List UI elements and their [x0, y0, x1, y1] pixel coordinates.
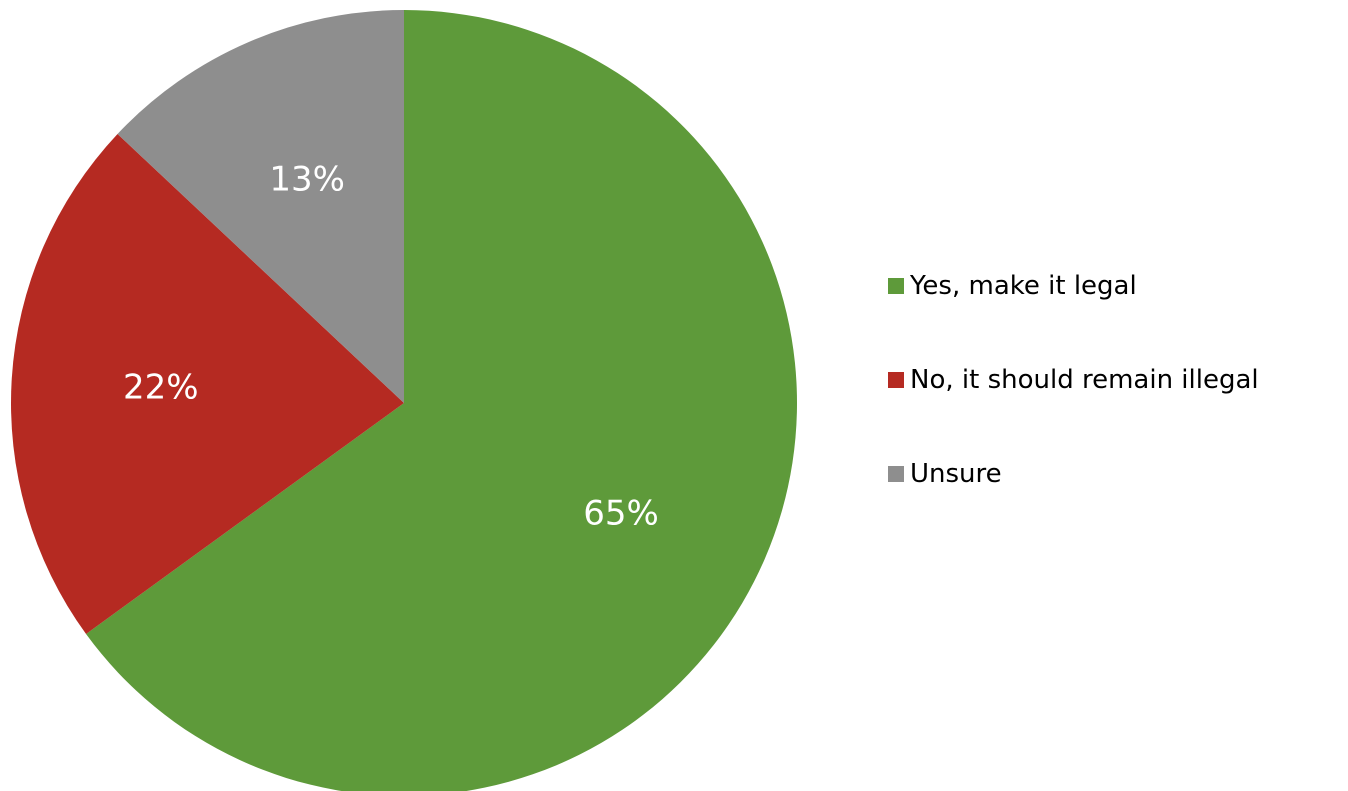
legend-label-1: No, it should remain illegal	[910, 365, 1259, 395]
pie-data-label-0: 65%	[583, 494, 659, 534]
pie-data-label-2: 13%	[269, 159, 345, 199]
pie-slice-0	[86, 10, 797, 791]
pie-slice-1	[11, 133, 404, 634]
legend-label-0: Yes, make it legal	[909, 271, 1137, 301]
pie-data-labels: 65% 22% 13%	[123, 159, 659, 533]
legend-item-1: No, it should remain illegal	[888, 365, 1259, 395]
legend-swatch-2	[888, 466, 904, 482]
pie-slice-2	[117, 10, 405, 403]
pie-slices	[11, 10, 797, 791]
legend-swatch-0	[888, 278, 904, 294]
legend-label-2: Unsure	[910, 459, 1002, 489]
legend: Yes, make it legal No, it should remain i…	[888, 271, 1259, 489]
pie-data-label-1: 22%	[123, 368, 199, 408]
legend-swatch-1	[888, 372, 904, 388]
legend-item-0: Yes, make it legal	[888, 271, 1137, 301]
legend-item-2: Unsure	[888, 459, 1002, 489]
